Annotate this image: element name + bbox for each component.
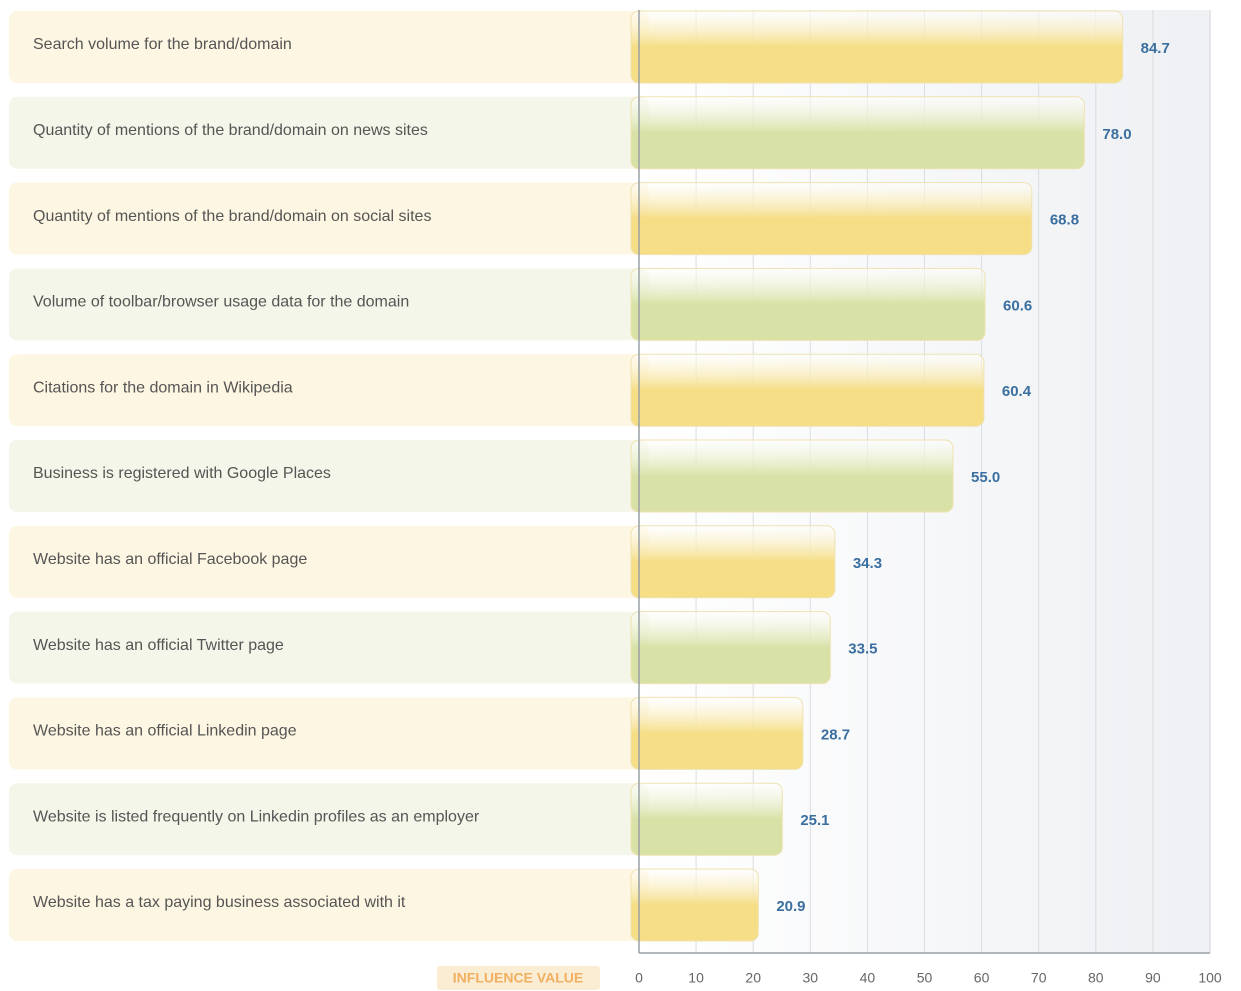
bar — [630, 182, 1033, 256]
row-panel — [9, 96, 649, 169]
bar — [630, 611, 831, 685]
value-label: 33.5 — [848, 641, 877, 658]
value-label: 34.3 — [853, 555, 882, 572]
row-panel — [9, 525, 649, 598]
row-panel — [9, 869, 649, 941]
category-label: Volume of toolbar/browser usage data for… — [33, 294, 409, 311]
x-tick-label: 20 — [745, 970, 761, 986]
x-tick-label: 90 — [1145, 970, 1161, 986]
category-label: Citations for the domain in Wikipedia — [33, 379, 293, 396]
category-label: Website is listed frequently on Linkedin… — [33, 808, 480, 825]
bar — [630, 96, 1085, 170]
value-label: 60.6 — [1003, 297, 1032, 314]
value-label: 55.0 — [971, 469, 1000, 486]
bar — [630, 782, 783, 856]
bar — [630, 10, 1124, 84]
x-axis-label: INFLUENCE VALUE — [453, 970, 583, 986]
x-tick-label: 70 — [1031, 970, 1047, 986]
value-label: 60.4 — [1002, 383, 1032, 400]
category-label: Quantity of mentions of the brand/domain… — [33, 208, 431, 225]
category-label: Website has an official Twitter page — [33, 637, 284, 654]
bar — [630, 868, 759, 942]
x-tick-label: 60 — [974, 970, 990, 986]
row-panel — [9, 268, 649, 341]
category-label: Search volume for the brand/domain — [33, 36, 292, 53]
x-tick-label: 0 — [635, 970, 643, 986]
value-label: 84.7 — [1141, 40, 1170, 57]
x-tick-label: 50 — [917, 970, 933, 986]
row-panel — [9, 697, 649, 770]
bar — [630, 267, 986, 341]
value-label: 25.1 — [800, 812, 829, 829]
x-tick-label: 30 — [803, 970, 819, 986]
bar — [630, 525, 836, 599]
bar — [630, 696, 804, 770]
category-label: Quantity of mentions of the brand/domain… — [33, 122, 428, 139]
value-label: 20.9 — [776, 898, 805, 915]
row-panel — [9, 11, 649, 83]
row-panel — [9, 783, 649, 856]
category-label: Website has an official Linkedin page — [33, 723, 297, 740]
value-label: 78.0 — [1102, 126, 1131, 143]
category-label: Business is registered with Google Place… — [33, 465, 331, 482]
row-panel — [9, 354, 649, 427]
value-label: 28.7 — [821, 726, 850, 743]
category-label: Website has a tax paying business associ… — [33, 894, 406, 911]
x-tick-label: 10 — [688, 970, 704, 986]
x-tick-label: 100 — [1198, 970, 1222, 986]
bar — [630, 439, 954, 513]
bar — [630, 353, 985, 427]
x-tick-label: 80 — [1088, 970, 1104, 986]
row-panel — [9, 182, 649, 255]
category-label: Website has an official Facebook page — [33, 551, 307, 568]
value-label: 68.8 — [1050, 212, 1079, 229]
x-tick-label: 40 — [860, 970, 876, 986]
row-panel — [9, 440, 649, 512]
row-panel — [9, 611, 649, 684]
axis-label-box — [437, 966, 600, 990]
